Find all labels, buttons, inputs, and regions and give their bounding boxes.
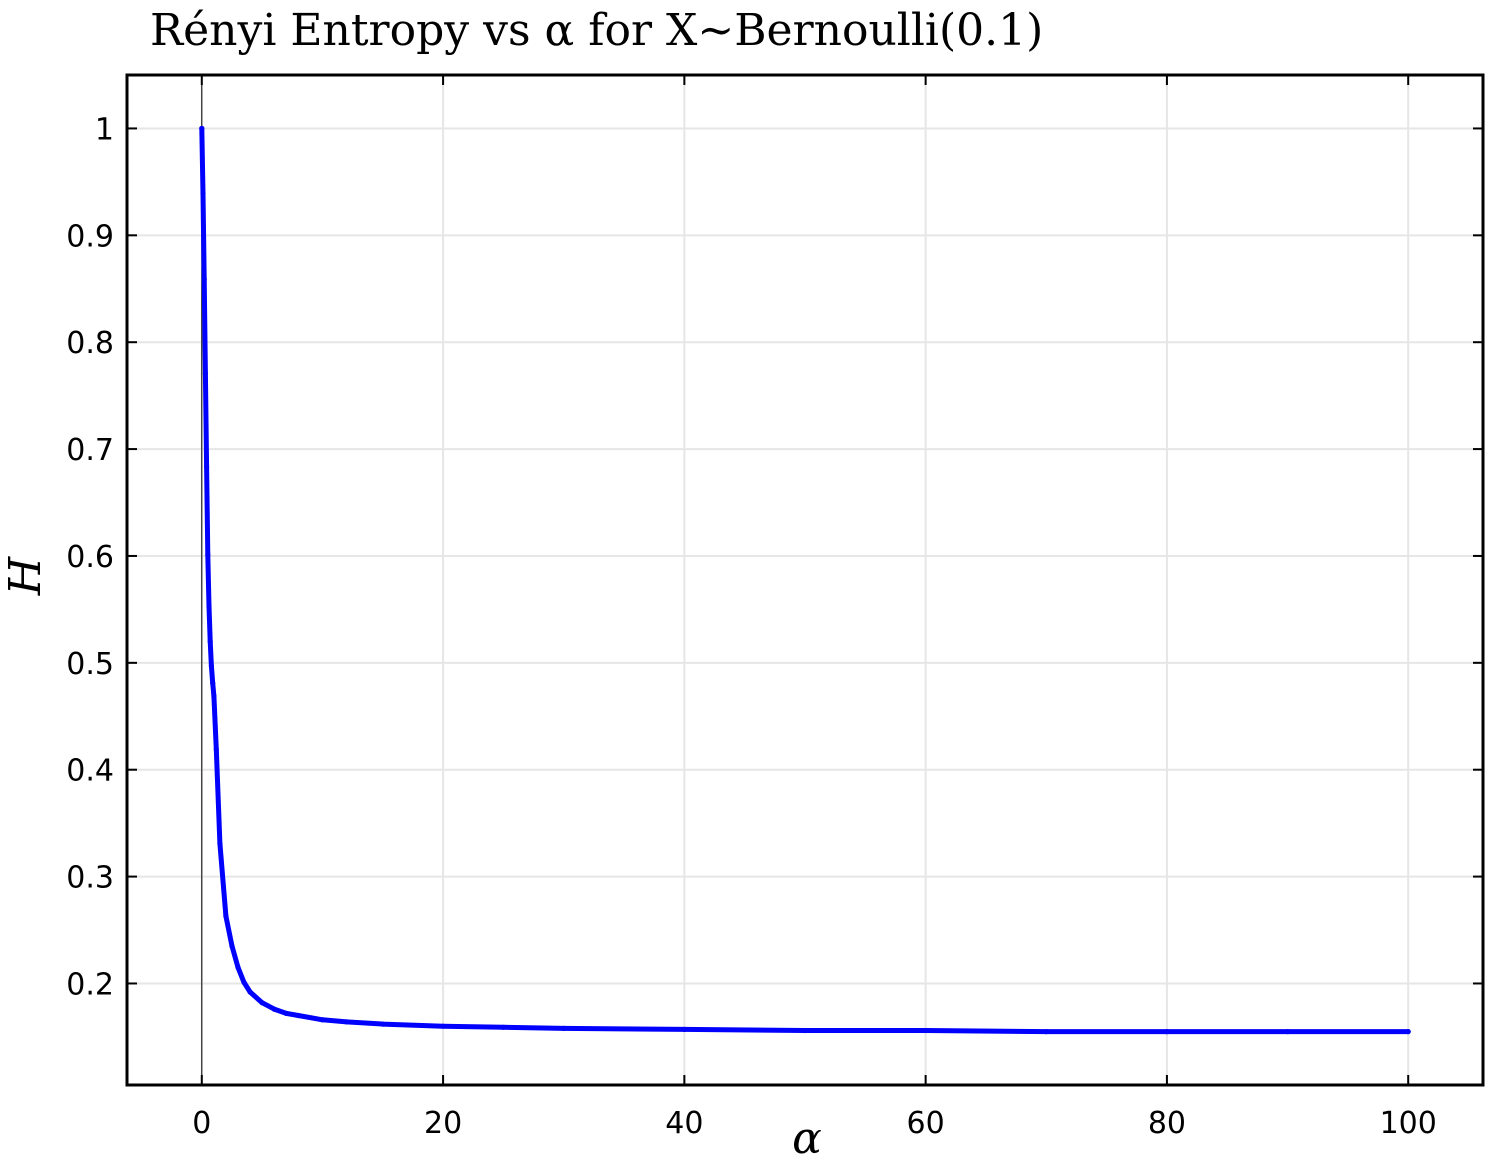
data-point [199,125,205,131]
y-tick-label: 0.3 [66,861,114,896]
data-point [259,1000,265,1006]
data-point [206,603,212,609]
x-tick-label: 20 [424,1106,462,1141]
x-tick-label: 100 [1380,1106,1437,1141]
data-point [1164,1029,1170,1035]
data-point [380,1021,386,1027]
data-point [241,979,247,986]
y-tick-label: 0.8 [66,326,114,361]
data-point [681,1026,688,1032]
data-point [283,1010,289,1017]
data-point [200,191,206,197]
y-tick-label: 0.6 [66,540,114,575]
data-point [204,464,210,470]
grid-lines [127,75,1483,1085]
data-point [1285,1029,1291,1035]
data-point [208,663,214,669]
y-tick-label: 0.4 [66,754,114,789]
data-point [440,1023,446,1029]
data-point [923,1027,929,1034]
x-tick-label: 40 [665,1106,703,1141]
y-tick-label: 1 [95,112,114,147]
data-point [201,276,207,282]
data-point [235,964,241,971]
x-tick-label: 60 [907,1106,945,1141]
data-point [223,913,229,919]
data-point [213,746,219,753]
y-tick-label: 0.2 [66,967,114,1002]
data-point [295,1012,301,1019]
data-point [207,638,213,645]
data-point [271,1006,277,1012]
x-tick-label: 0 [192,1106,211,1141]
y-tick-label: 0.9 [66,219,114,254]
x-axis-label: α [792,1113,822,1164]
x-tick-label: 80 [1148,1106,1186,1141]
data-point [802,1027,808,1034]
chart-title: Rényi Entropy vs α for X~Bernoulli(0.1) [150,5,1043,56]
axis-ticks: 0 20 40 60 80 100 0.2 0.3 0.4 0.5 0.6 0.7 0.8 0.9 1 [66,75,1483,1141]
series-layer [199,125,1411,1035]
entropy-curve [199,125,1411,1035]
data-point [500,1024,506,1030]
data-point [1043,1029,1049,1035]
data-point [217,840,223,847]
y-tick-label: 0.5 [66,647,114,682]
data-point [319,1017,325,1023]
data-point [1405,1029,1411,1035]
y-tick-label: 0.7 [66,433,114,468]
data-point [344,1019,350,1025]
data-point [247,989,253,995]
data-point [210,680,216,686]
data-point [561,1025,567,1031]
data-point [205,552,211,558]
data-point [211,693,217,699]
y-axis-label: H [0,555,51,596]
data-point [202,370,208,376]
data-point [229,943,235,949]
plot-frame [125,73,1485,1087]
